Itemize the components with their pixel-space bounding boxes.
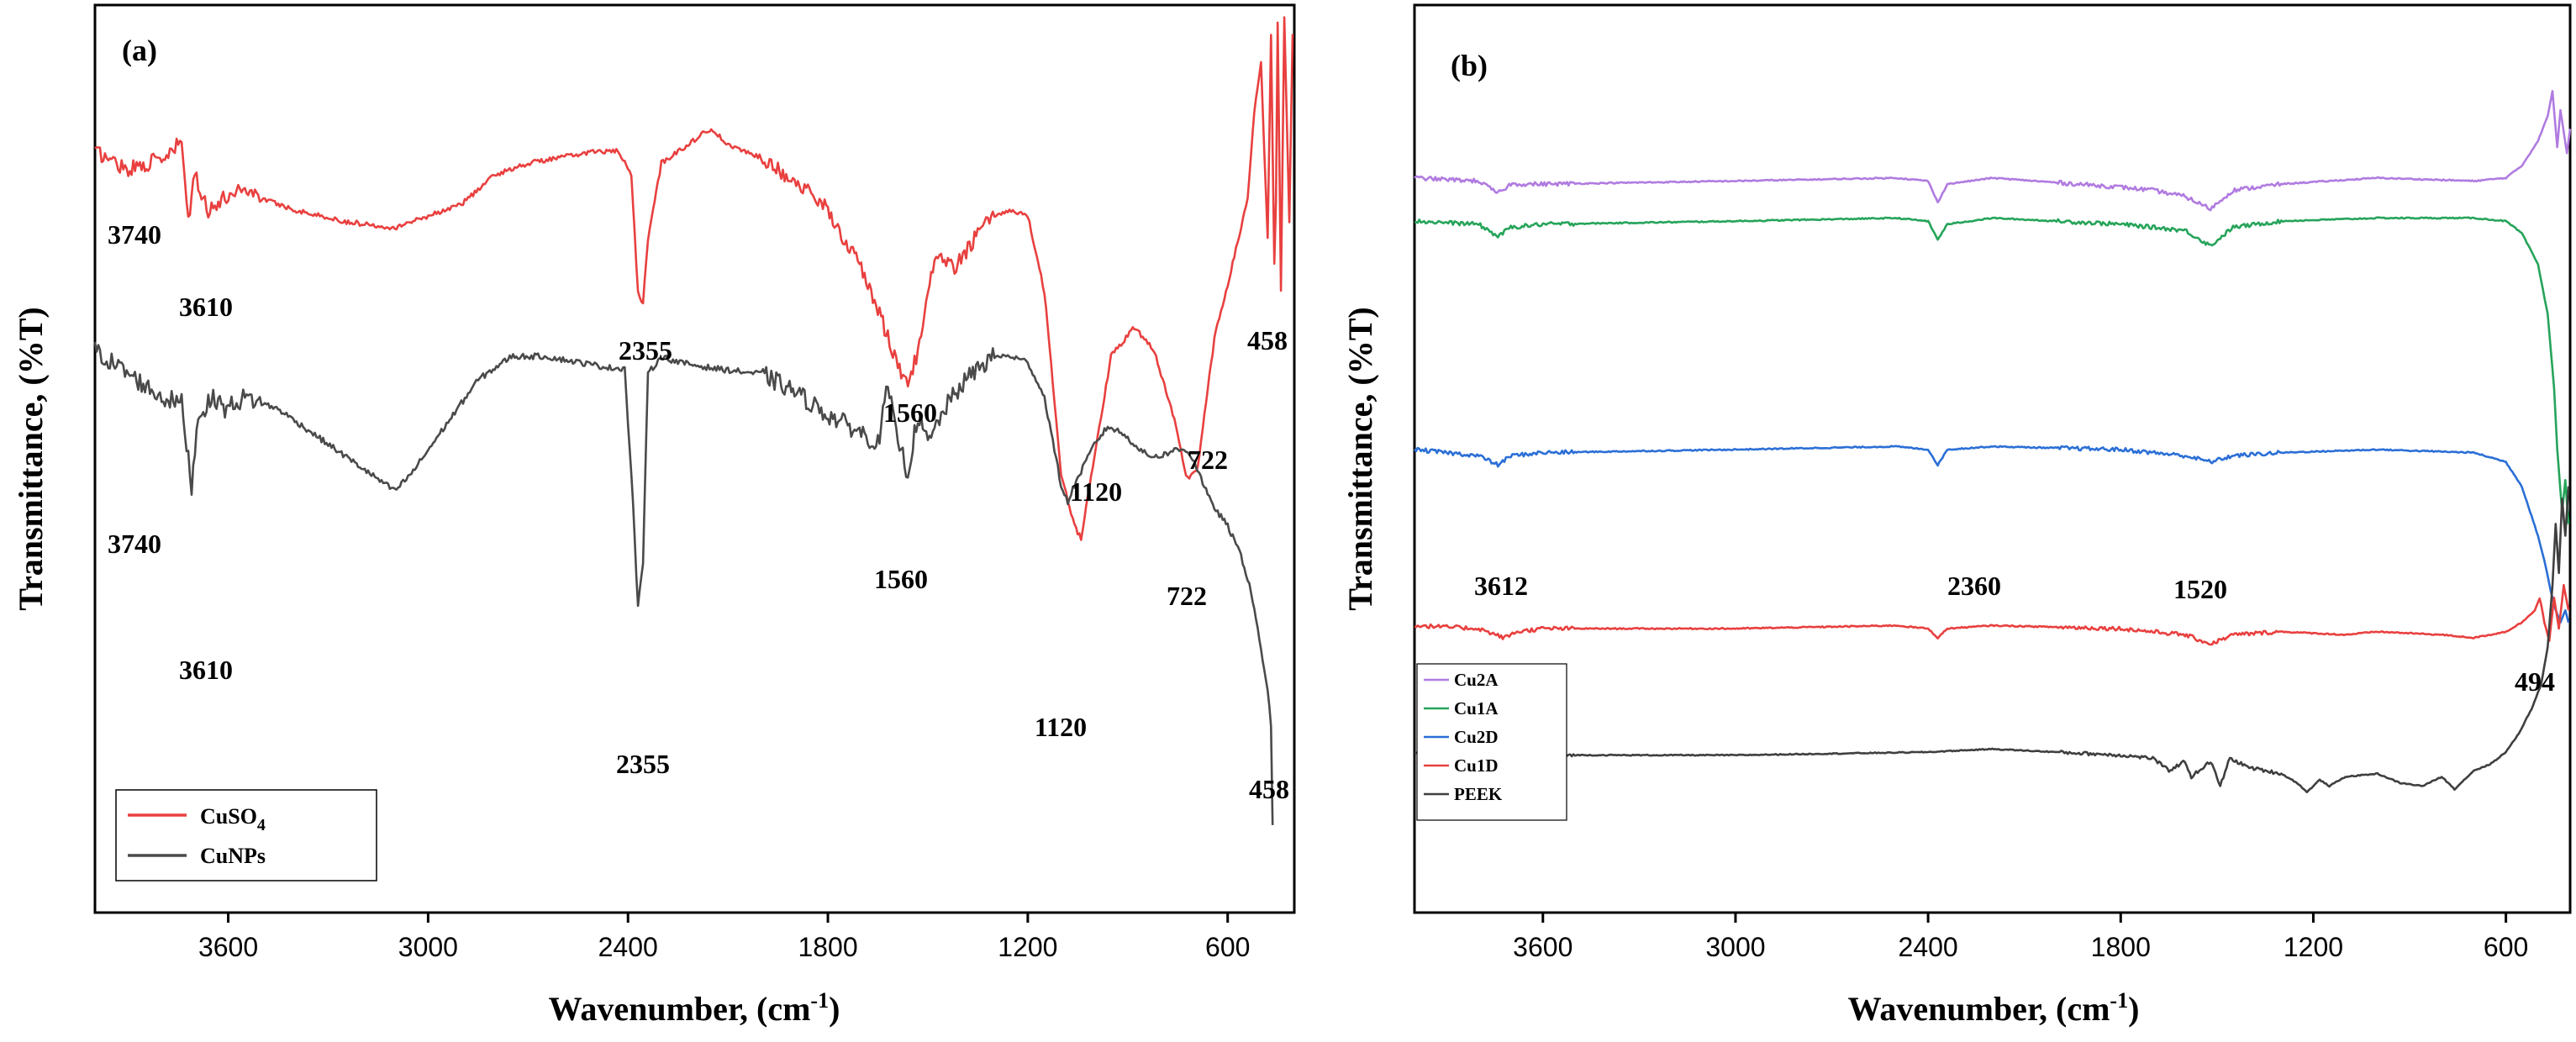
panel-b-x-tick-label: 600 [2484,932,2528,962]
peak-label-cunps-1120: 1120 [1035,712,1087,742]
peak-label-cunps-3740: 3740 [108,529,161,559]
peak-label-cunps-1560: 1560 [874,564,928,594]
panel-a-x-tick-label: 600 [1205,932,1250,962]
panel-b-plot-frame [1413,3,2572,914]
legend-label-cuso4: CuSO4 [200,804,266,834]
panel-a-legend-box [115,789,377,881]
peak-label-cuso4-3610: 3610 [179,292,233,322]
peak-label-2360: 2360 [1947,571,2001,601]
panel-a-plot-frame [93,3,1296,914]
panel-a-x-tick-label: 1200 [998,932,1057,962]
legend-label-cu2a: Cu2A [1454,670,1499,690]
peak-label-cuso4-1120: 1120 [1070,476,1122,507]
peak-label-cunps-2355: 2355 [616,749,670,779]
panel-b-x-ticks [1541,913,2508,923]
peak-label-cuso4-722: 722 [1188,445,1228,475]
panel-b-x-tick-labels: 3600 3000 2400 1800 1200 600 [1513,932,2528,962]
panel-b-x-tick-label: 3000 [1705,932,1765,962]
legend-label-cu1a: Cu1A [1454,698,1499,718]
panel-a-annotations: 3740 3610 2355 1560 1120 722 458 3740 36… [108,219,1289,804]
panel-b-series-peek-line [1414,486,2570,793]
legend-label-peek: PEEK [1454,784,1503,804]
panel-a-x-tick-label: 3000 [398,932,458,962]
legend-label-cu1d: Cu1D [1454,755,1499,776]
panel-b-series-cu1a-line [1414,216,2570,524]
panel-a-x-axis-label: Wavenumber, (cm-1) [549,988,840,1028]
panel-a-x-tick-label: 3600 [198,932,258,962]
panel-b-annotations: 3612 2360 1520 494 [1474,571,2555,697]
panel-a-chart: (a) 3600 3000 2400 1800 1200 600 Wavenum… [12,3,1296,1028]
peak-label-cuso4-3740: 3740 [108,219,161,250]
panel-a-x-tick-labels: 3600 3000 2400 1800 1200 600 [198,932,1250,962]
panel-a-x-ticks [227,913,1230,923]
peak-label-cuso4-2355: 2355 [619,335,672,366]
panel-b-x-tick-label: 1200 [2284,932,2343,962]
peak-label-cunps-722: 722 [1167,581,1207,611]
panel-b-chart: (b) 3600 3000 2400 1800 1200 600 Wavenum… [1341,3,2572,1028]
panel-a-y-axis-label: Transmittance, (%T) [12,307,50,610]
panel-b-legend: Cu2A Cu1A Cu2D Cu1D PEEK [1416,663,1567,821]
panel-b-x-tick-label: 3600 [1513,932,1572,962]
peak-label-cunps-458: 458 [1249,774,1289,804]
panel-a-x-tick-label: 1800 [798,932,857,962]
peak-label-cuso4-1560: 1560 [883,397,937,428]
peak-label-494: 494 [2515,666,2555,697]
legend-label-cunps: CuNPs [200,844,266,868]
panel-b-series-cu2d-line [1413,445,2570,624]
peak-label-cuso4-458: 458 [1247,325,1288,355]
panel-b-x-tick-label: 1800 [2091,932,2151,962]
panel-a-series-cunps-line [93,341,1274,825]
panel-a-x-tick-label: 2400 [598,932,658,962]
panel-b-label: (b) [1451,49,1488,82]
panel-b-series-cu2a-line [1414,90,2572,212]
panel-a-series-cuso4-line [94,16,1294,541]
peak-label-3612: 3612 [1474,571,1528,601]
panel-b-y-axis-label: Transmittance, (%T) [1341,307,1379,610]
panel-b-x-axis-label: Wavenumber, (cm-1) [1848,988,2140,1028]
panel-a-label: (a) [122,34,157,67]
peak-label-cunps-3610: 3610 [179,655,233,685]
panel-a-legend: CuSO4 CuNPs [115,789,377,881]
panel-b-x-tick-label: 2400 [1899,932,1958,962]
panel-b-series-cu1d-line [1414,583,2570,646]
legend-label-cu2d: Cu2D [1454,727,1499,747]
peak-label-1520: 1520 [2173,574,2227,604]
